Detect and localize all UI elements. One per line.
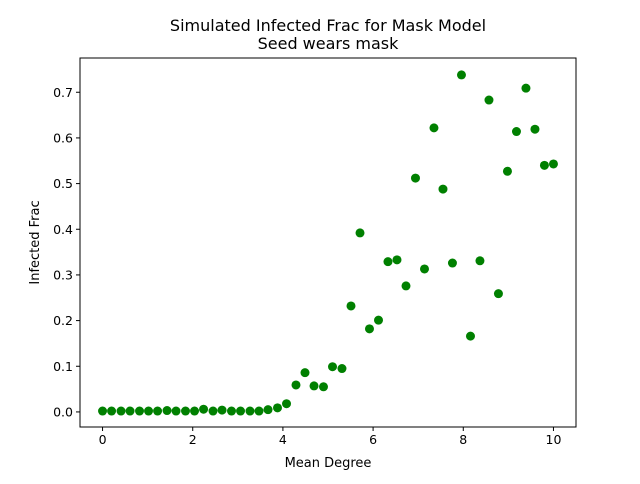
plot-frame	[79, 57, 577, 428]
data-point	[429, 123, 439, 133]
data-point	[539, 160, 549, 170]
data-point	[208, 406, 218, 416]
data-point	[245, 406, 255, 416]
data-point	[144, 406, 154, 416]
data-point	[374, 315, 384, 325]
y-tick-label: 0.4	[53, 222, 73, 237]
data-point	[217, 405, 227, 415]
data-point	[502, 166, 512, 176]
data-point	[162, 406, 172, 416]
data-point	[475, 256, 485, 266]
x-axis-ticks: 0 2 4 6 8 10	[99, 427, 562, 447]
x-tick-label: 8	[459, 432, 467, 447]
data-point	[291, 380, 301, 390]
data-point	[181, 406, 191, 416]
data-point	[125, 406, 135, 416]
x-tick-label: 0	[99, 432, 107, 447]
data-point	[263, 405, 273, 415]
y-tick-label: 0.0	[53, 404, 73, 419]
data-point	[254, 406, 264, 416]
data-point	[190, 406, 200, 416]
x-axis-label: Mean Degree	[285, 456, 372, 471]
data-point	[511, 127, 521, 137]
x-tick-label: 4	[279, 432, 287, 447]
data-point	[300, 368, 310, 378]
data-point	[530, 124, 540, 134]
data-point	[107, 406, 117, 416]
data-points	[98, 70, 558, 416]
data-point	[456, 70, 466, 80]
data-point	[227, 406, 237, 416]
x-tick-label: 10	[546, 432, 562, 447]
data-point	[447, 258, 457, 268]
y-tick-label: 0.6	[53, 130, 73, 145]
data-point	[199, 404, 209, 414]
data-point	[548, 159, 558, 169]
data-point	[171, 406, 181, 416]
y-tick-label: 0.5	[53, 176, 73, 191]
y-tick-label: 0.2	[53, 313, 73, 328]
data-point	[465, 331, 475, 341]
data-point	[236, 406, 246, 416]
chart-subtitle: Seed wears mask	[258, 34, 400, 53]
data-point	[309, 381, 319, 391]
data-point	[116, 406, 126, 416]
data-point	[484, 95, 494, 105]
y-axis-label: Infected Frac	[28, 200, 43, 284]
data-point	[346, 301, 356, 311]
y-tick-label: 0.7	[53, 85, 73, 100]
data-point	[135, 406, 145, 416]
data-point	[438, 184, 448, 194]
data-point	[328, 362, 338, 372]
data-point	[355, 228, 365, 238]
data-point	[383, 257, 393, 267]
data-point	[337, 364, 347, 374]
y-tick-label: 0.3	[53, 267, 73, 282]
data-point	[493, 289, 503, 299]
data-point	[318, 382, 328, 392]
y-tick-label: 0.1	[53, 359, 73, 374]
data-point	[392, 255, 402, 265]
data-point	[153, 406, 163, 416]
data-point	[419, 264, 429, 274]
data-point	[410, 173, 420, 183]
x-tick-label: 2	[189, 432, 197, 447]
data-point	[272, 403, 282, 413]
x-tick-label: 6	[369, 432, 377, 447]
data-point	[521, 83, 531, 93]
y-axis-ticks: 0.0 0.1 0.2 0.3 0.4 0.5 0.6 0.7	[53, 85, 80, 419]
data-point	[364, 324, 374, 334]
chart-title: Simulated Infected Frac for Mask Model	[170, 16, 486, 35]
data-point	[282, 399, 292, 409]
data-point	[401, 281, 411, 291]
data-point	[98, 406, 108, 416]
